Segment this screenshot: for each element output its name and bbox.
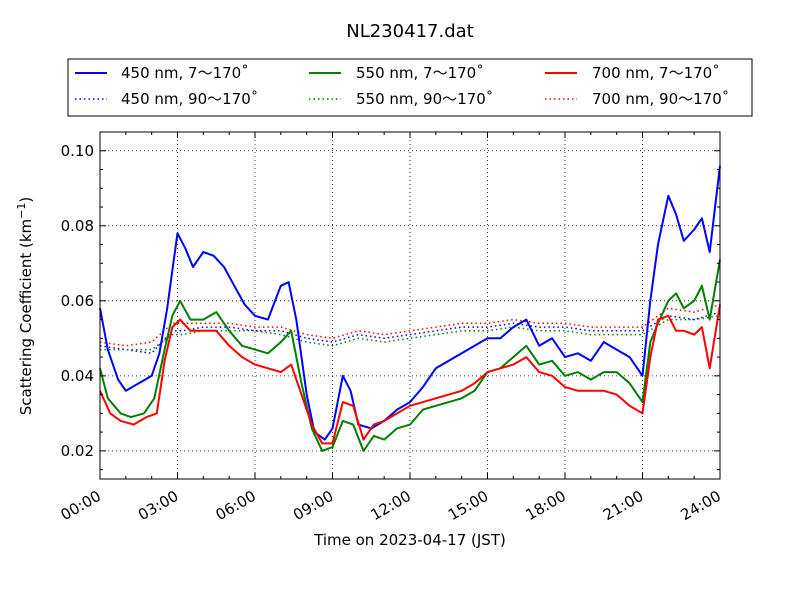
plot-frame bbox=[99, 131, 721, 480]
series-line-0 bbox=[99, 165, 721, 441]
chart-title: NL230417.dat bbox=[346, 21, 473, 42]
series-line-1 bbox=[99, 311, 721, 355]
legend: 450 nm, 7～170˚ 450 nm, 90～170˚ 550 nm, 7… bbox=[67, 58, 753, 117]
y-axis-label-exponent: −1 bbox=[15, 203, 28, 219]
series-line-3 bbox=[100, 315, 721, 351]
series-layer bbox=[99, 165, 721, 452]
y-axis-label: Scattering Coefficient (km−1) bbox=[15, 197, 35, 416]
y-axis-label-prefix: Scattering Coefficient (km bbox=[17, 219, 35, 415]
legend-label-450-back: 450 nm, 90～170˚ bbox=[121, 90, 258, 108]
grid bbox=[100, 132, 720, 479]
legend-label-550-back: 550 nm, 90～170˚ bbox=[356, 90, 493, 108]
series-line-2 bbox=[99, 259, 721, 452]
y-axis-label-suffix: ) bbox=[17, 197, 35, 203]
y-tick-label: 0.02 bbox=[61, 442, 94, 460]
y-tick-label: 0.04 bbox=[61, 367, 94, 385]
series-line-4 bbox=[99, 304, 721, 445]
legend-label-550-full: 550 nm, 7～170˚ bbox=[356, 64, 484, 82]
y-tick-label: 0.10 bbox=[61, 142, 94, 160]
legend-label-450-full: 450 nm, 7～170˚ bbox=[121, 64, 249, 82]
y-tick-label: 0.08 bbox=[61, 217, 94, 235]
legend-label-700-back: 700 nm, 90～170˚ bbox=[592, 90, 729, 108]
legend-label-700-full: 700 nm, 7～170˚ bbox=[592, 64, 720, 82]
y-tick-label: 0.06 bbox=[61, 292, 94, 310]
legend-frame bbox=[67, 58, 753, 117]
x-axis-label: Time on 2023-04-17 (JST) bbox=[313, 531, 506, 549]
